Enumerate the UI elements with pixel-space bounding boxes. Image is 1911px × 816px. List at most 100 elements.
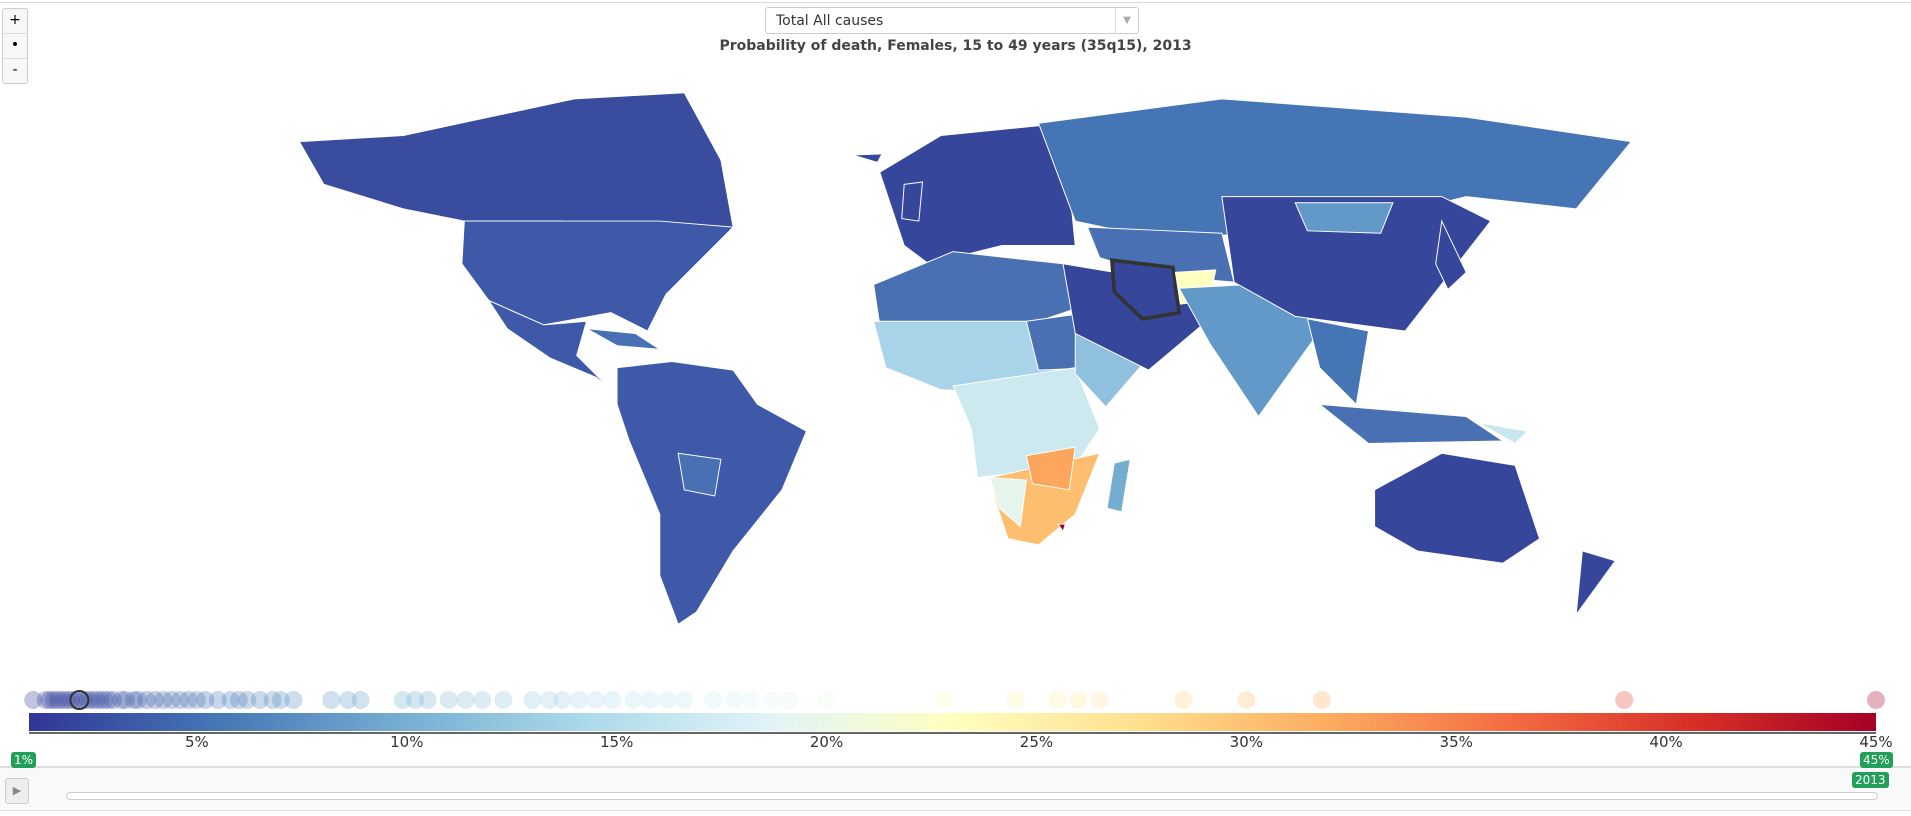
country-dot[interactable] <box>418 691 437 709</box>
region-china[interactable] <box>1221 196 1492 332</box>
zoom-in-button[interactable]: + <box>3 9 27 34</box>
country-dot[interactable] <box>53 691 72 709</box>
region-indonesia[interactable] <box>1318 403 1505 444</box>
country-dot[interactable] <box>91 691 110 709</box>
country-dot[interactable] <box>569 691 588 709</box>
country-dot[interactable] <box>229 691 248 709</box>
country-dot[interactable] <box>456 691 475 709</box>
region-japan[interactable] <box>1435 219 1467 291</box>
country-dot[interactable] <box>145 691 164 709</box>
country-dot[interactable] <box>473 691 492 709</box>
country-dot[interactable] <box>87 691 106 709</box>
country-dot[interactable] <box>129 691 148 709</box>
country-dot[interactable] <box>393 691 412 709</box>
country-dot[interactable] <box>250 691 269 709</box>
country-dot[interactable] <box>658 691 677 709</box>
range-min-handle[interactable]: 1% <box>11 752 37 768</box>
region-mexico-central-america[interactable] <box>487 299 612 391</box>
region-uk[interactable] <box>901 181 924 222</box>
country-dot[interactable] <box>1069 691 1088 709</box>
country-dot[interactable] <box>49 691 68 709</box>
region-new-zealand[interactable] <box>1575 550 1617 617</box>
country-dot[interactable] <box>494 691 513 709</box>
region-zimbabwe-zambia[interactable] <box>1025 446 1076 491</box>
region-mongolia[interactable] <box>1294 202 1394 234</box>
country-dot[interactable] <box>586 691 605 709</box>
country-dot[interactable] <box>238 691 257 709</box>
region-southeast-asia[interactable] <box>1306 318 1370 406</box>
country-dot[interactable] <box>1237 691 1256 709</box>
country-dot[interactable] <box>674 691 693 709</box>
country-dot[interactable] <box>221 691 240 709</box>
region-usa[interactable] <box>461 220 735 332</box>
country-dot[interactable] <box>95 691 114 709</box>
region-australia[interactable] <box>1374 452 1541 564</box>
country-dot[interactable] <box>779 691 798 709</box>
region-bolivia[interactable] <box>677 452 722 497</box>
country-dot[interactable] <box>704 691 723 709</box>
region-png[interactable] <box>1478 422 1529 445</box>
country-dot[interactable] <box>162 691 181 709</box>
country-dot[interactable] <box>817 691 836 709</box>
country-dot[interactable] <box>124 691 143 709</box>
country-dot[interactable] <box>196 691 215 709</box>
cause-select[interactable]: Total All causes ▼ <box>765 7 1139 34</box>
country-dot[interactable] <box>1867 691 1885 709</box>
country-dot[interactable] <box>179 691 198 709</box>
country-dot[interactable] <box>284 691 303 709</box>
zoom-out-button[interactable]: - <box>12 62 18 78</box>
country-dot[interactable] <box>137 691 156 709</box>
country-dot[interactable] <box>351 691 370 709</box>
country-dot[interactable] <box>1615 691 1634 709</box>
country-dot[interactable] <box>70 691 89 709</box>
country-dot[interactable] <box>624 691 643 709</box>
region-iceland[interactable] <box>852 153 884 163</box>
country-dot[interactable] <box>322 691 341 709</box>
country-dot[interactable] <box>24 691 43 709</box>
country-dot[interactable] <box>1048 691 1067 709</box>
country-dot[interactable] <box>116 691 135 709</box>
country-dot[interactable] <box>339 691 358 709</box>
zoom-reset-button[interactable]: • <box>3 34 27 59</box>
country-dot[interactable] <box>36 691 55 709</box>
country-dot[interactable] <box>725 691 744 709</box>
country-dot[interactable] <box>187 691 206 709</box>
country-dot[interactable] <box>263 691 282 709</box>
country-dot[interactable] <box>935 691 954 709</box>
year-handle[interactable]: 2013 <box>1852 772 1889 788</box>
region-north-africa[interactable] <box>873 251 1101 326</box>
country-dot[interactable] <box>171 691 190 709</box>
region-europe[interactable] <box>879 122 1076 265</box>
region-namibia[interactable] <box>989 477 1027 528</box>
country-dot[interactable] <box>1174 691 1193 709</box>
country-dot[interactable] <box>271 691 290 709</box>
country-dot[interactable] <box>103 691 122 709</box>
country-dot[interactable] <box>40 691 59 709</box>
country-dot[interactable] <box>99 691 118 709</box>
country-dot[interactable] <box>742 691 761 709</box>
chevron-down-icon[interactable]: ▼ <box>1115 8 1138 33</box>
year-slider[interactable] <box>66 792 1878 800</box>
country-dot[interactable] <box>540 691 559 709</box>
country-dot[interactable] <box>208 691 227 709</box>
region-iran[interactable] <box>1109 258 1182 321</box>
play-icon[interactable]: ▶ <box>5 778 29 804</box>
country-dot[interactable] <box>762 691 781 709</box>
country-dot[interactable] <box>154 691 173 709</box>
region-lesotho[interactable] <box>1057 523 1067 533</box>
range-max-handle[interactable]: 45% <box>1860 752 1893 768</box>
region-caribbean[interactable] <box>586 328 661 350</box>
region-madagascar[interactable] <box>1106 458 1131 513</box>
country-dot[interactable] <box>1006 691 1025 709</box>
country-dot[interactable] <box>603 691 622 709</box>
country-dot[interactable] <box>553 691 572 709</box>
country-dot[interactable] <box>406 691 425 709</box>
highlighted-country-dot[interactable] <box>69 690 90 710</box>
country-dot[interactable] <box>641 691 660 709</box>
country-dot[interactable] <box>45 691 64 709</box>
country-dot[interactable] <box>523 691 542 709</box>
country-dot[interactable] <box>1090 691 1109 709</box>
country-dot[interactable] <box>1312 691 1331 709</box>
country-dot[interactable] <box>112 691 131 709</box>
country-dot[interactable] <box>439 691 458 709</box>
